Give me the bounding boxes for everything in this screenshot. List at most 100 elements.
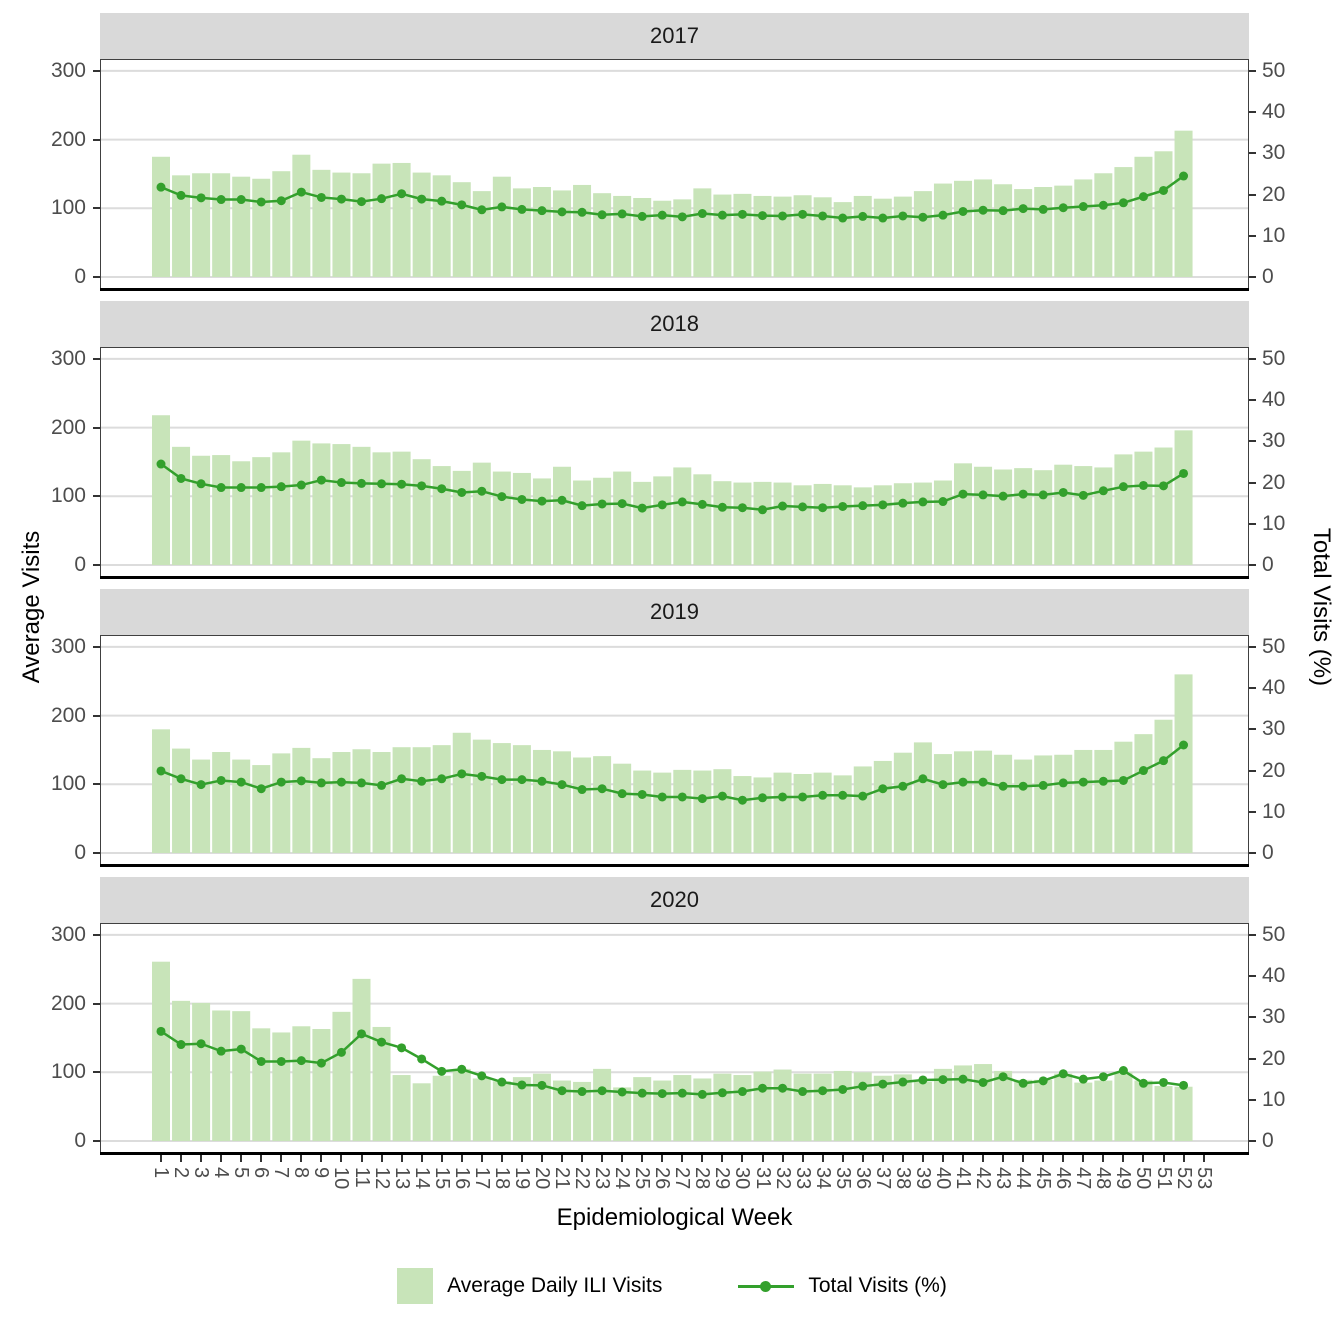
total-visits-point xyxy=(758,211,767,221)
ili-visits-bar xyxy=(613,763,632,853)
ili-visits-bar xyxy=(352,173,371,277)
total-visits-point xyxy=(1058,203,1068,213)
total-visits-point xyxy=(1159,481,1168,491)
total-visits-point xyxy=(1159,756,1168,766)
total-visits-point xyxy=(517,775,527,785)
ili-visits-bar xyxy=(673,1075,692,1141)
x-axis-title: Epidemiological Week xyxy=(556,1204,793,1231)
ili-visits-bar xyxy=(593,477,612,565)
x-tick-mark xyxy=(661,1155,664,1162)
total-visits-point xyxy=(677,1088,687,1098)
ili-visits-bar xyxy=(292,154,311,277)
x-tick-mark xyxy=(721,1155,724,1162)
y-left-tick-label: 200 xyxy=(50,415,86,439)
ili-visits-bar xyxy=(332,752,351,853)
ili-visits-bar xyxy=(1074,1082,1093,1141)
y-left-tick-label: 300 xyxy=(50,346,86,370)
total-visits-point xyxy=(778,792,788,802)
y-left-tick-mark xyxy=(93,783,100,786)
total-visits-point xyxy=(938,210,948,220)
total-visits-point xyxy=(958,1074,968,1084)
ili-visits-bar xyxy=(332,172,351,277)
ili-visits-bar xyxy=(472,191,491,277)
total-visits-point xyxy=(978,777,988,787)
ili-visits-bar xyxy=(332,444,351,565)
total-visits-point xyxy=(1038,490,1048,500)
total-visits-point xyxy=(818,503,828,513)
y-right-tick-label: 0 xyxy=(1262,841,1274,864)
ili-visits-bar xyxy=(252,457,271,565)
total-visits-point xyxy=(1118,198,1128,208)
x-tick-label: 23 xyxy=(591,1167,614,1190)
x-tick-label: 46 xyxy=(1052,1167,1075,1190)
total-visits-point xyxy=(397,189,407,199)
y-right-tick-mark xyxy=(1249,440,1256,443)
y-left-tick-label: 100 xyxy=(50,196,86,220)
ili-visits-bar xyxy=(1054,464,1073,565)
ili-visits-bar xyxy=(673,199,692,277)
y-left-tick-label: 300 xyxy=(50,922,86,946)
ili-visits-bar xyxy=(873,1075,892,1141)
ili-visits-bar xyxy=(813,772,832,853)
y-left-tick-label: 300 xyxy=(50,58,86,82)
ili-visits-bar xyxy=(873,760,892,853)
x-tick-mark xyxy=(280,1155,283,1162)
total-visits-point xyxy=(1058,1069,1068,1079)
total-visits-point xyxy=(758,793,767,803)
ili-visits-bar xyxy=(372,752,391,853)
ili-visits-bar xyxy=(1174,674,1193,853)
x-tick-label: 10 xyxy=(330,1167,353,1190)
y-right-tick-mark xyxy=(1249,852,1256,854)
y-right-tick-mark xyxy=(1249,193,1256,196)
total-visits-point xyxy=(1038,204,1048,214)
total-visits-point xyxy=(818,211,828,221)
total-visits-point xyxy=(677,497,687,507)
ili-visits-bar xyxy=(1034,187,1053,277)
total-visits-point xyxy=(517,494,527,504)
total-visits-point xyxy=(858,791,868,801)
y-left-tick-label: 200 xyxy=(50,127,86,151)
total-visits-point xyxy=(357,197,366,207)
x-tick-label: 31 xyxy=(751,1167,774,1190)
panel-canvas xyxy=(100,59,1249,291)
total-visits-point xyxy=(737,503,747,513)
total-visits-point xyxy=(397,479,407,489)
ili-visits-bar xyxy=(532,749,551,853)
total-visits-point xyxy=(1078,202,1088,212)
total-visits-point xyxy=(316,192,326,202)
total-visits-point xyxy=(597,1086,607,1096)
total-visits-point xyxy=(858,1081,868,1091)
facet-label: 2019 xyxy=(650,599,699,624)
total-visits-point xyxy=(216,775,226,785)
ili-visits-bar xyxy=(432,745,451,853)
y-right-tick-label: 20 xyxy=(1262,470,1286,494)
ili-visits-bar xyxy=(954,180,972,277)
ili-visits-bar xyxy=(773,1069,792,1141)
total-visits-point xyxy=(697,209,707,219)
ili-visits-bar xyxy=(893,1074,912,1141)
y-right-tick-label: 0 xyxy=(1262,1129,1274,1152)
x-tick-label: 51 xyxy=(1152,1167,1175,1190)
y-left-tick-mark xyxy=(93,1140,100,1142)
ili-visits-bar xyxy=(152,961,170,1141)
ili-visits-bar xyxy=(633,481,652,565)
ili-visits-bar xyxy=(252,178,271,277)
total-visits-point xyxy=(838,213,848,223)
ili-visits-bar xyxy=(412,1083,431,1141)
total-visits-point xyxy=(377,780,387,790)
ili-visits-bar xyxy=(272,1032,291,1141)
y-right-tick-mark xyxy=(1249,69,1256,72)
legend-bar-swatch xyxy=(397,1268,434,1304)
total-visits-point xyxy=(276,196,286,206)
legend: Average Daily ILI Visits Total Visits (%… xyxy=(0,1268,1344,1304)
y-right-tick-mark xyxy=(1249,399,1256,402)
panel-canvas xyxy=(100,347,1249,579)
total-visits-point xyxy=(477,205,487,215)
total-visits-point xyxy=(1038,1076,1048,1086)
y-left-tick-mark xyxy=(93,564,100,566)
total-visits-point xyxy=(1098,200,1108,210)
ili-visits-bar xyxy=(272,452,291,565)
x-tick-mark xyxy=(180,1155,183,1162)
ili-visits-bar xyxy=(372,163,391,277)
x-tick-label: 17 xyxy=(470,1167,493,1190)
